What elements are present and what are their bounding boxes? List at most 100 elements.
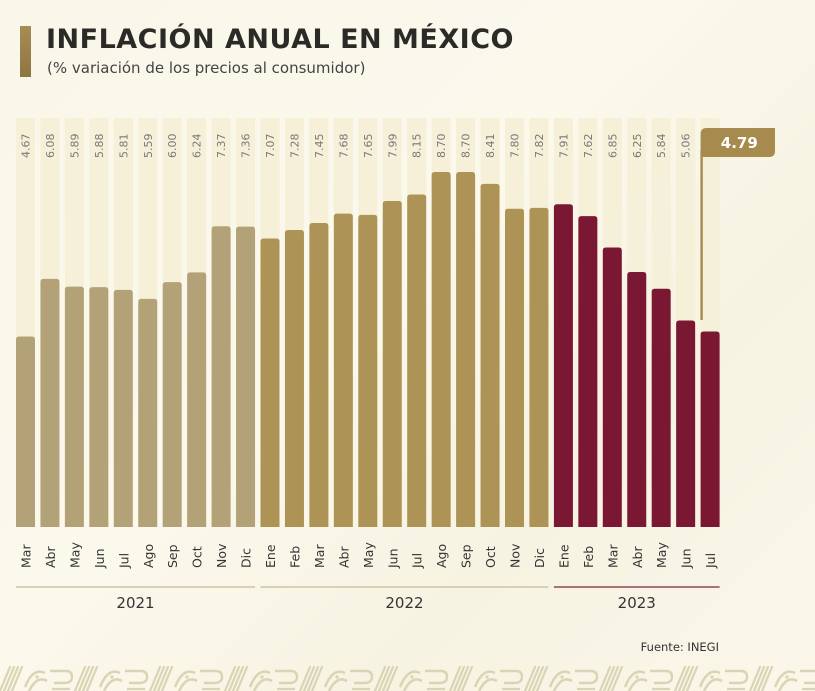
value-label: 6.24 bbox=[191, 134, 204, 159]
bar bbox=[505, 208, 524, 528]
value-label: 6.00 bbox=[166, 134, 179, 159]
value-label: 5.81 bbox=[117, 134, 130, 159]
value-label: 5.84 bbox=[655, 134, 668, 159]
pattern-motif bbox=[148, 665, 174, 691]
month-label: Sep bbox=[165, 544, 180, 568]
value-label: 7.68 bbox=[337, 134, 350, 159]
bar bbox=[553, 204, 573, 527]
bar bbox=[236, 226, 256, 527]
year-label: 2021 bbox=[116, 594, 154, 612]
chart-subtitle: (% variación de los precios al consumido… bbox=[47, 59, 366, 77]
month-label: Jul bbox=[116, 553, 131, 569]
bar bbox=[480, 183, 500, 528]
callout-line bbox=[700, 150, 703, 320]
bar bbox=[333, 213, 353, 527]
value-label: 5.88 bbox=[93, 134, 106, 159]
month-label: May bbox=[67, 542, 82, 568]
month-label: Feb bbox=[287, 546, 302, 568]
pattern-motif bbox=[650, 669, 674, 691]
pattern-motif bbox=[50, 669, 74, 691]
value-label: 7.91 bbox=[557, 134, 570, 159]
title-accent-bar bbox=[20, 26, 31, 77]
month-label: Nov bbox=[508, 543, 523, 568]
month-label: Dic bbox=[532, 548, 547, 568]
pattern-motif bbox=[398, 670, 423, 691]
pattern-motif bbox=[125, 669, 149, 691]
month-label: Jun bbox=[679, 548, 694, 569]
latest-value-callout: 4.79 bbox=[700, 128, 775, 320]
bar bbox=[651, 288, 671, 527]
pattern-motif bbox=[73, 665, 99, 691]
chart-title: INFLACIÓN ANUAL EN MÉXICO bbox=[46, 24, 514, 55]
value-label: 5.59 bbox=[142, 134, 155, 159]
pattern-motif bbox=[725, 669, 749, 691]
month-label: Mar bbox=[312, 544, 327, 568]
value-label: 7.80 bbox=[509, 134, 522, 159]
value-label: 8.70 bbox=[435, 134, 448, 159]
value-label: 7.28 bbox=[288, 134, 301, 159]
month-label: Dic bbox=[239, 548, 254, 568]
pattern-motif bbox=[173, 670, 198, 691]
value-label: 6.08 bbox=[44, 134, 57, 159]
value-label: 7.99 bbox=[386, 134, 399, 159]
callout-box bbox=[700, 128, 775, 157]
month-label: Sep bbox=[459, 544, 474, 568]
year-label: 2023 bbox=[618, 594, 656, 612]
pattern-motif bbox=[350, 669, 374, 691]
month-label: Jun bbox=[385, 548, 400, 569]
pattern-motif bbox=[23, 670, 48, 691]
month-label: Ago bbox=[141, 544, 156, 568]
bar bbox=[162, 282, 182, 527]
value-label: 7.65 bbox=[362, 134, 375, 159]
month-label: Mar bbox=[19, 544, 34, 568]
value-labels: 4.67 6.08 5.89 5.88 5.81 5.59 6.00 6.24 7.37 7.36… bbox=[20, 134, 693, 159]
month-labels: Mar Abr May Jun Jul Ago Sep Oct Nov Dic Ene Feb Mar A… bbox=[19, 542, 719, 569]
pattern-motif bbox=[523, 665, 549, 691]
month-label: Ene bbox=[263, 544, 278, 568]
bar bbox=[187, 272, 207, 527]
pattern-motif bbox=[275, 669, 299, 691]
bar bbox=[64, 286, 84, 527]
bar bbox=[529, 207, 549, 527]
month-label: Nov bbox=[214, 543, 229, 568]
pattern-motif bbox=[500, 669, 524, 691]
pattern-motif bbox=[298, 665, 324, 691]
month-label: Jun bbox=[92, 548, 107, 569]
pattern-motif bbox=[800, 669, 815, 691]
bar bbox=[431, 172, 451, 527]
month-label: Feb bbox=[581, 546, 596, 568]
pattern-motif bbox=[473, 670, 498, 691]
pattern-motif bbox=[773, 670, 798, 691]
pattern-motif bbox=[673, 665, 699, 691]
bar-chart: 4.67 6.08 5.89 5.88 5.81 5.59 6.00 6.24 7.37 7.36… bbox=[16, 118, 775, 612]
pattern-motif bbox=[323, 670, 348, 691]
bar bbox=[138, 298, 158, 527]
value-label: 8.70 bbox=[460, 134, 473, 159]
value-label: 7.45 bbox=[313, 134, 326, 159]
bar bbox=[407, 194, 427, 527]
value-label: 8.41 bbox=[484, 134, 497, 159]
value-label: 6.85 bbox=[606, 134, 619, 159]
value-label: 8.15 bbox=[411, 134, 424, 159]
pattern-motif bbox=[425, 669, 449, 691]
pattern-motif bbox=[548, 670, 573, 691]
bar bbox=[627, 271, 647, 527]
bar bbox=[700, 331, 720, 527]
value-label: 5.89 bbox=[68, 134, 81, 159]
pattern-motif bbox=[448, 665, 474, 691]
bar bbox=[456, 172, 476, 527]
bars bbox=[16, 172, 720, 528]
year-label: 2022 bbox=[385, 594, 423, 612]
pattern-motif bbox=[98, 670, 123, 691]
bar bbox=[309, 223, 329, 528]
callout-value: 4.79 bbox=[721, 134, 758, 152]
pattern-motif bbox=[748, 665, 774, 691]
pattern-motif bbox=[698, 670, 723, 691]
pattern-motif bbox=[575, 669, 599, 691]
bar bbox=[358, 214, 378, 527]
bar bbox=[602, 247, 622, 527]
month-label: Jul bbox=[410, 553, 425, 569]
bar bbox=[16, 336, 35, 527]
bar bbox=[113, 289, 133, 527]
month-label: May bbox=[361, 542, 376, 568]
